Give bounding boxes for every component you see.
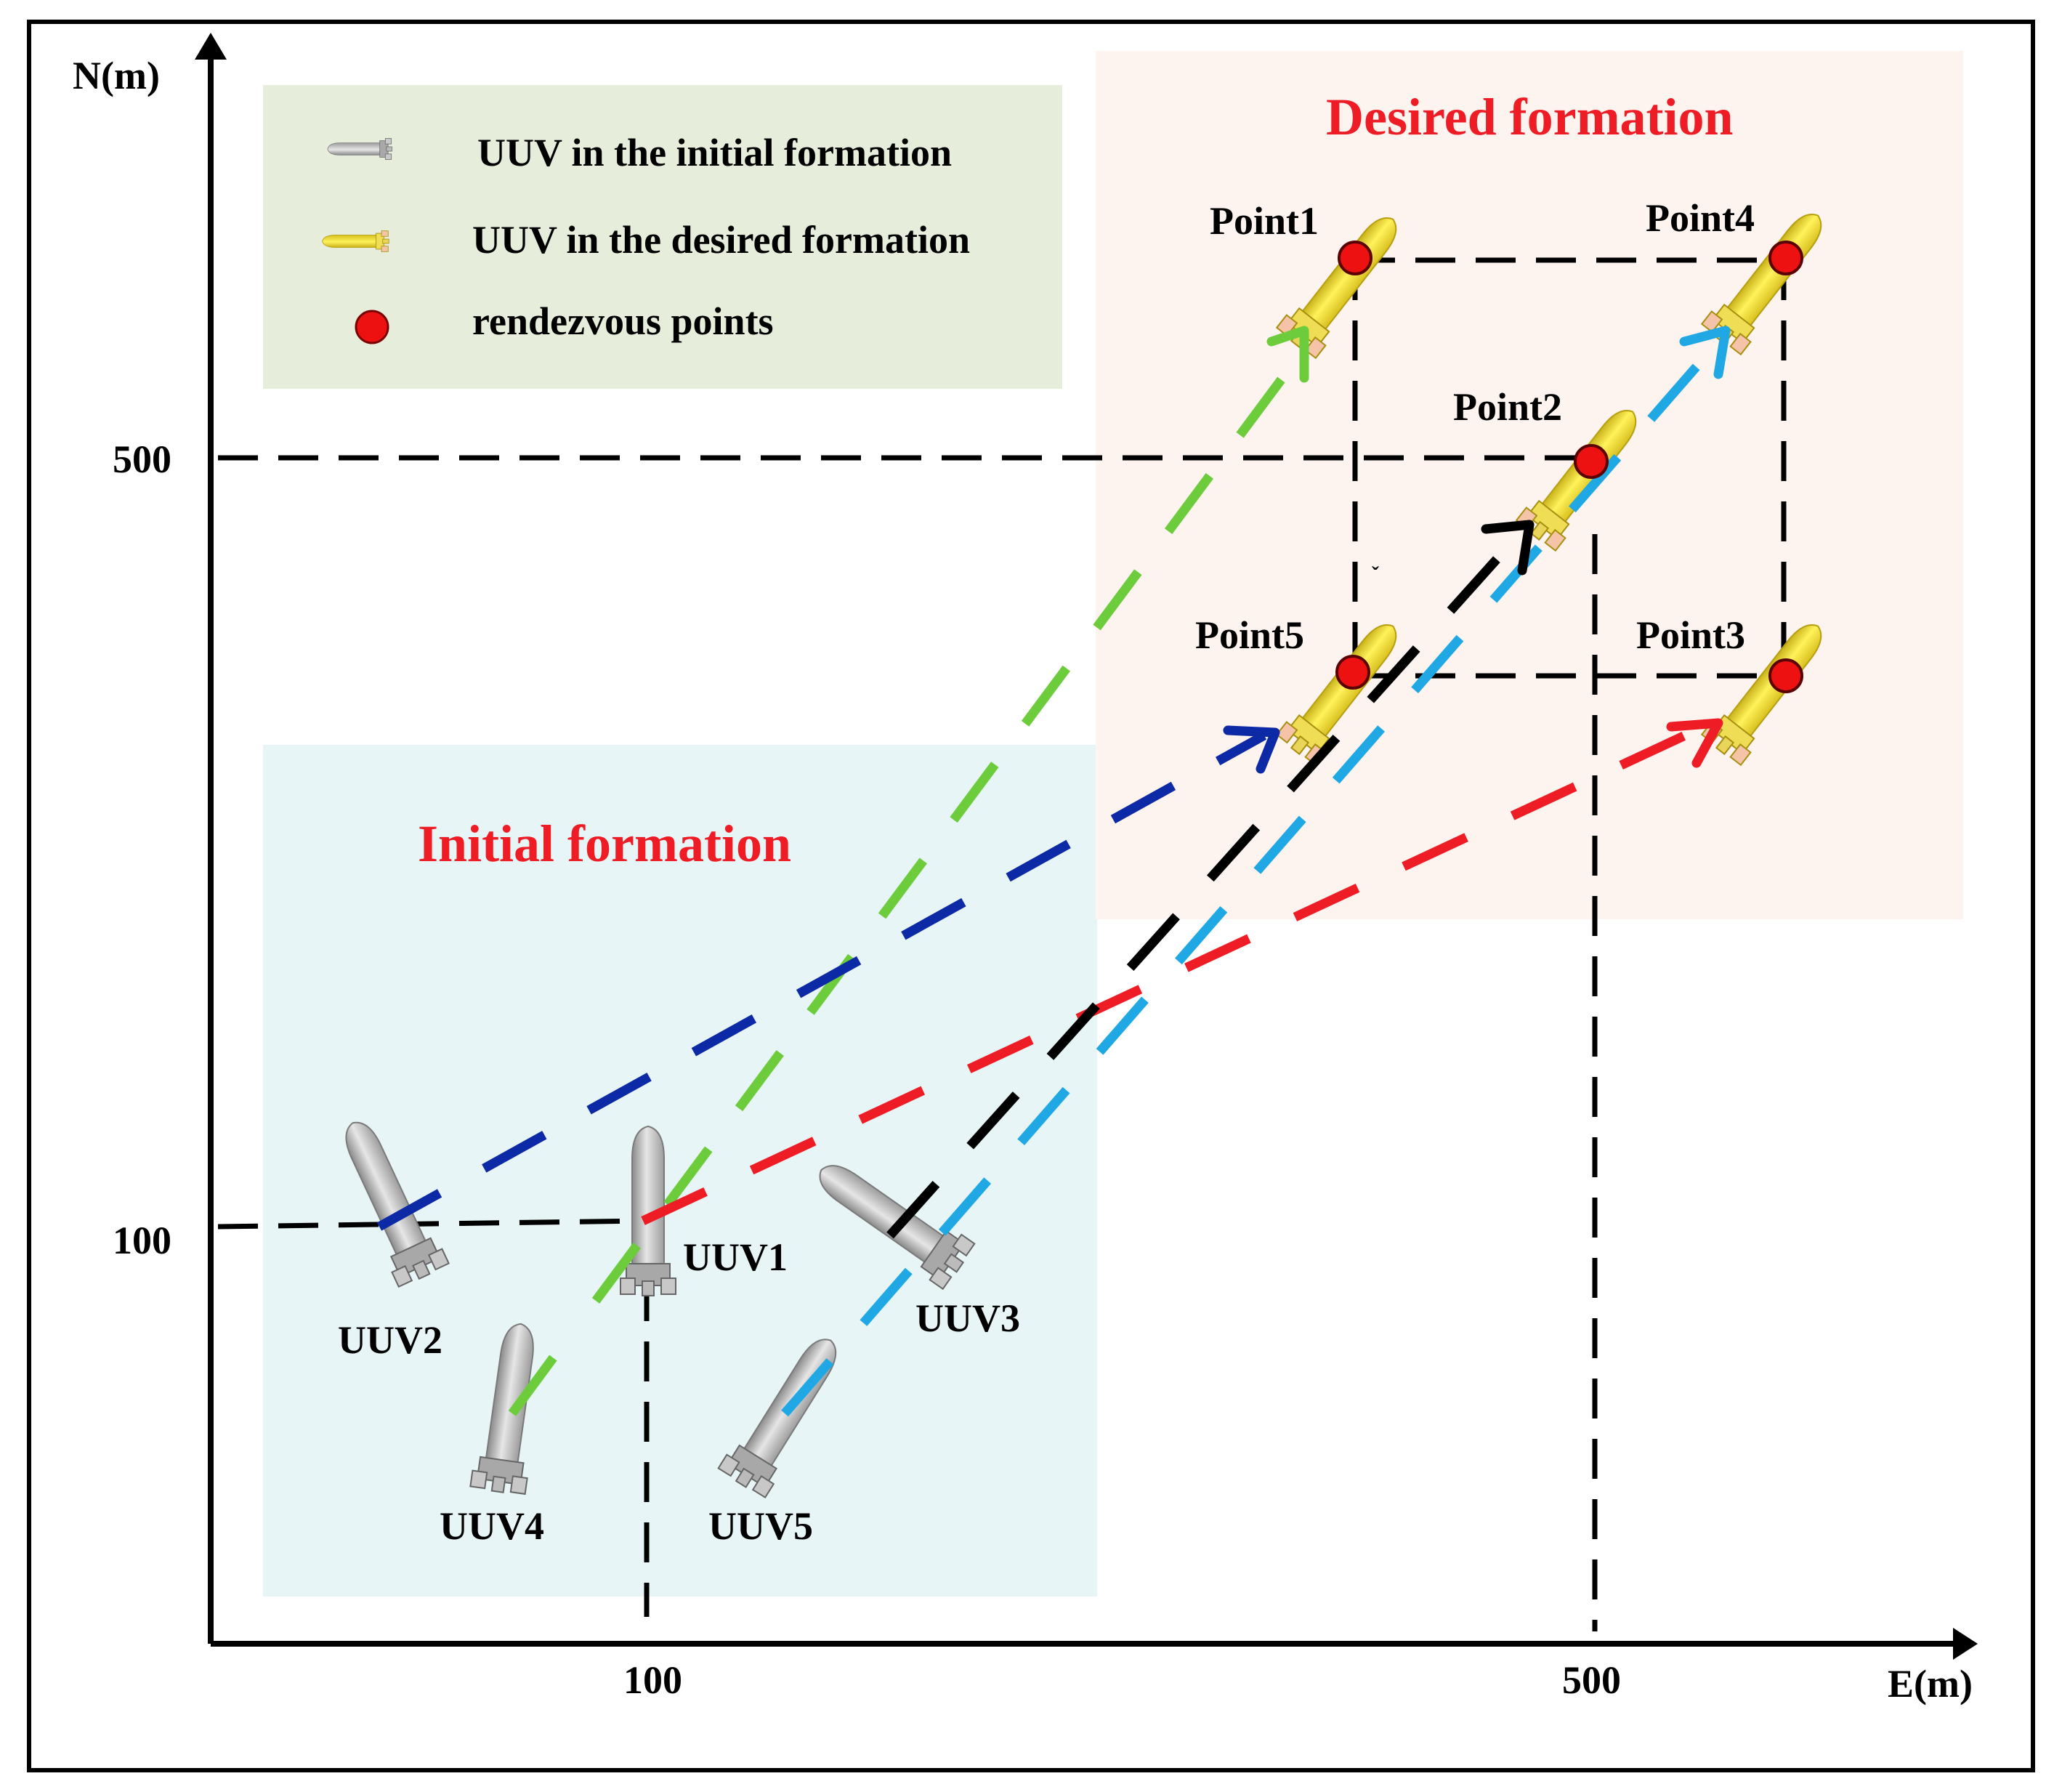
- legend-box: [263, 85, 1062, 389]
- rendezvous-point4: [1768, 241, 1803, 275]
- x-axis-arrow: [1953, 1628, 1978, 1660]
- point3-label: Point3: [1636, 613, 1745, 657]
- ref-line-n100: [217, 1218, 647, 1230]
- uuv4-arrowhead: [1266, 326, 1309, 383]
- y-tick-500: 500: [113, 437, 171, 481]
- desired-formation-title: Desired formation: [1326, 88, 1734, 146]
- uuv2-path: [376, 731, 1267, 1231]
- point2-label: Point2: [1453, 385, 1562, 429]
- rendezvous-point1: [1338, 241, 1372, 275]
- point4-label: Point4: [1646, 196, 1755, 240]
- desired-formation-region: [1096, 51, 1963, 919]
- legend-rendezvous-label: rendezvous points: [472, 299, 774, 343]
- uuv2-label: UUV2: [338, 1318, 442, 1362]
- uuv4-label: UUV4: [440, 1504, 544, 1548]
- initial-formation-title: Initial formation: [418, 815, 791, 873]
- initial-formation-region: [263, 745, 1097, 1597]
- uuv1-arrowhead: [1666, 718, 1723, 768]
- y-tick-100: 100: [113, 1219, 171, 1262]
- reference-lines: [217, 257, 1787, 1631]
- uuv5-label: UUV5: [708, 1504, 813, 1548]
- legend-red-dot-icon: [355, 310, 389, 344]
- y-axis-label: N(m): [73, 54, 160, 97]
- point1-label: Point1: [1210, 199, 1319, 243]
- uuv3-arrowhead: [1481, 520, 1535, 576]
- uuv4-path: [591, 346, 1309, 1304]
- rendezvous-point5: [1335, 655, 1370, 690]
- uuv5-arrowhead: [1679, 326, 1731, 379]
- uuv1-path: [641, 722, 1706, 1225]
- x-tick-500: 500: [1562, 1658, 1621, 1702]
- trajectories: [376, 338, 1722, 1417]
- legend-initial-uuv-label: UUV in the initial formation: [477, 131, 952, 174]
- x-axis-label: E(m): [1888, 1662, 1973, 1706]
- arrow-heads: [1223, 326, 1731, 774]
- legend-desired-uuv-label: UUV in the desired formation: [472, 218, 970, 262]
- point5-label: Point5: [1195, 613, 1304, 657]
- uuv3-label: UUV3: [915, 1296, 1020, 1340]
- uuv4-path-tail: [508, 1341, 567, 1416]
- outer-frame: [27, 20, 2035, 1772]
- y-axis-arrow: [195, 33, 227, 60]
- x-tick-100: 100: [623, 1658, 682, 1702]
- uuv1-label: UUV1: [683, 1235, 788, 1279]
- uuv2-arrowhead: [1223, 725, 1280, 774]
- rendezvous-point3: [1768, 658, 1803, 693]
- rendezvous-point2: [1574, 444, 1609, 479]
- stray-mark: ˇ: [1372, 562, 1379, 586]
- uuv3-path: [886, 523, 1529, 1239]
